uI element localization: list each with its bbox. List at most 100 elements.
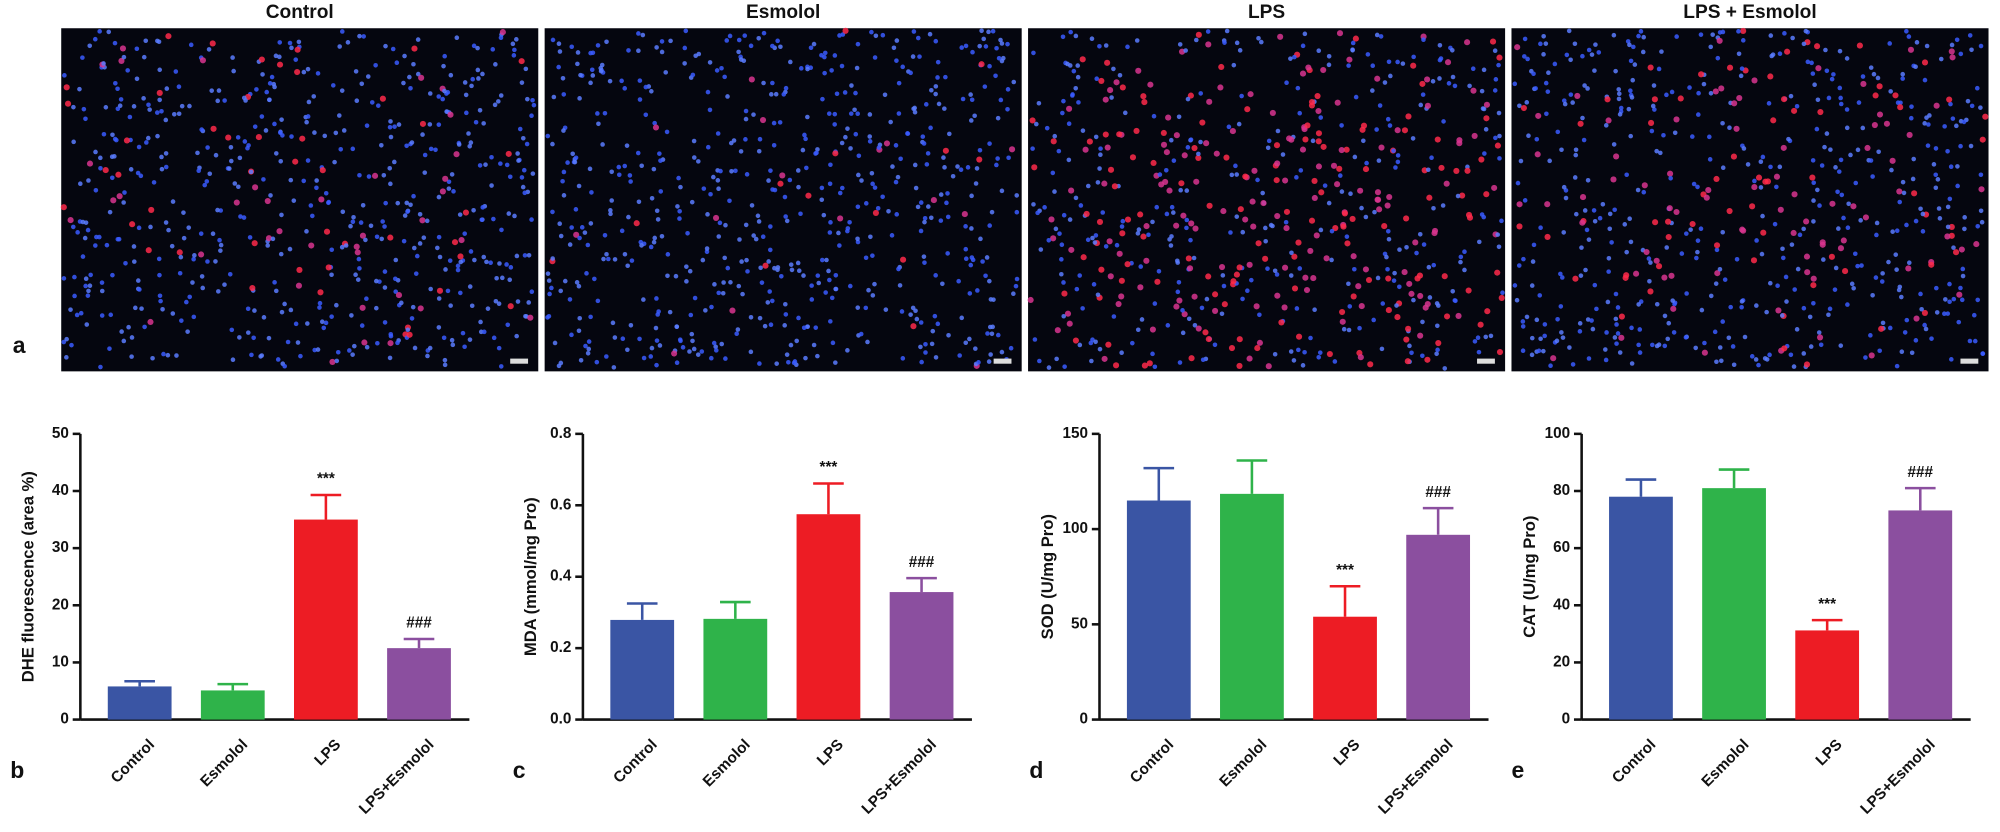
cell-nucleus xyxy=(1458,254,1464,260)
cell-nucleus xyxy=(653,325,659,331)
cell-nucleus xyxy=(88,272,93,278)
cell-nucleus xyxy=(241,215,247,220)
cell-nucleus xyxy=(761,80,766,86)
bar xyxy=(889,592,954,720)
cell-nucleus xyxy=(712,214,720,221)
cell-nucleus xyxy=(1418,102,1424,108)
cell-nucleus xyxy=(323,320,329,326)
cell-nucleus xyxy=(1157,172,1163,177)
cell-nucleus xyxy=(511,53,517,58)
cell-nucleus xyxy=(340,209,346,215)
cell-nucleus xyxy=(578,72,583,78)
cell-nucleus xyxy=(1352,35,1359,42)
cell-nucleus xyxy=(315,347,321,352)
cell-nucleus xyxy=(444,109,449,114)
cell-nucleus xyxy=(550,37,556,43)
cell-nucleus xyxy=(1380,301,1386,306)
cell-nucleus xyxy=(837,190,843,196)
significance-label: ### xyxy=(406,615,432,632)
cell-nucleus xyxy=(1244,106,1251,113)
cell-nucleus xyxy=(1173,303,1180,310)
cell-nucleus xyxy=(872,209,879,216)
cell-nucleus xyxy=(225,134,232,141)
cell-nucleus xyxy=(827,181,833,187)
cell-nucleus xyxy=(343,243,349,248)
cell-nucleus xyxy=(1518,158,1524,164)
cell-nucleus xyxy=(1934,310,1940,315)
cell-nucleus xyxy=(395,340,400,346)
cell-nucleus xyxy=(1572,41,1578,47)
cell-nucleus xyxy=(127,114,133,120)
cell-nucleus xyxy=(963,43,969,49)
cell-nucleus xyxy=(1495,232,1501,237)
cell-nucleus xyxy=(748,349,754,355)
cell-nucleus xyxy=(236,184,241,190)
cell-nucleus xyxy=(273,288,279,294)
cell-nucleus xyxy=(1061,98,1066,104)
cell-nucleus xyxy=(1056,148,1062,154)
cell-nucleus xyxy=(374,305,379,311)
cell-nucleus xyxy=(369,100,375,105)
cell-nucleus xyxy=(1076,100,1081,105)
cell-nucleus xyxy=(1654,148,1659,154)
cell-nucleus xyxy=(159,166,165,172)
bar xyxy=(1702,488,1766,720)
cell-nucleus xyxy=(985,331,990,336)
cell-nucleus xyxy=(691,155,697,160)
cell-nucleus xyxy=(588,221,594,226)
cell-nucleus xyxy=(1374,32,1380,38)
cell-nucleus xyxy=(1572,275,1579,282)
cell-nucleus xyxy=(1814,126,1820,132)
cell-nucleus xyxy=(865,339,870,345)
cell-nucleus xyxy=(1431,230,1438,237)
cell-nucleus xyxy=(610,320,616,326)
cell-nucleus xyxy=(705,89,711,95)
cell-nucleus xyxy=(1534,136,1540,142)
cell-nucleus xyxy=(1894,267,1899,272)
cell-nucleus xyxy=(1218,263,1226,271)
cell-nucleus xyxy=(1178,187,1183,193)
cell-nucleus xyxy=(1717,267,1723,272)
cell-nucleus xyxy=(460,330,466,336)
cell-nucleus xyxy=(1636,342,1641,348)
cell-nucleus xyxy=(523,66,529,72)
cell-nucleus xyxy=(441,63,446,69)
cell-nucleus xyxy=(677,208,682,214)
cell-nucleus xyxy=(1044,125,1050,131)
cell-nucleus xyxy=(606,256,611,262)
cell-nucleus xyxy=(1654,301,1660,307)
cell-nucleus xyxy=(894,58,899,63)
cell-nucleus xyxy=(1273,177,1280,184)
cell-nucleus xyxy=(1450,288,1456,294)
cell-nucleus xyxy=(995,156,1000,161)
cell-nucleus xyxy=(1434,136,1441,143)
cell-nucleus xyxy=(855,111,861,117)
cell-nucleus xyxy=(1220,208,1227,215)
cell-nucleus xyxy=(496,99,501,104)
cell-nucleus xyxy=(767,247,773,253)
cell-nucleus xyxy=(1295,333,1303,340)
cell-nucleus xyxy=(1689,220,1696,228)
cell-nucleus xyxy=(809,297,815,302)
cell-nucleus xyxy=(157,67,163,73)
cell-nucleus xyxy=(205,145,210,150)
cell-nucleus xyxy=(1465,287,1472,294)
cell-nucleus xyxy=(778,44,783,50)
cell-nucleus xyxy=(919,359,924,365)
cell-nucleus xyxy=(704,246,710,251)
cell-nucleus xyxy=(602,110,608,116)
cell-nucleus xyxy=(657,151,662,156)
cell-nucleus xyxy=(289,134,294,139)
cell-nucleus xyxy=(1671,330,1677,335)
cell-nucleus xyxy=(1462,249,1467,254)
cell-nucleus xyxy=(1876,83,1883,90)
cell-nucleus xyxy=(1344,240,1351,247)
cell-nucleus xyxy=(363,237,368,243)
cell-nucleus xyxy=(1728,304,1733,310)
cell-nucleus xyxy=(129,354,134,359)
cell-nucleus xyxy=(688,312,694,318)
cell-nucleus xyxy=(1952,249,1960,256)
cell-nucleus xyxy=(1701,349,1708,356)
cell-nucleus xyxy=(1122,110,1128,116)
cell-nucleus xyxy=(550,256,555,261)
